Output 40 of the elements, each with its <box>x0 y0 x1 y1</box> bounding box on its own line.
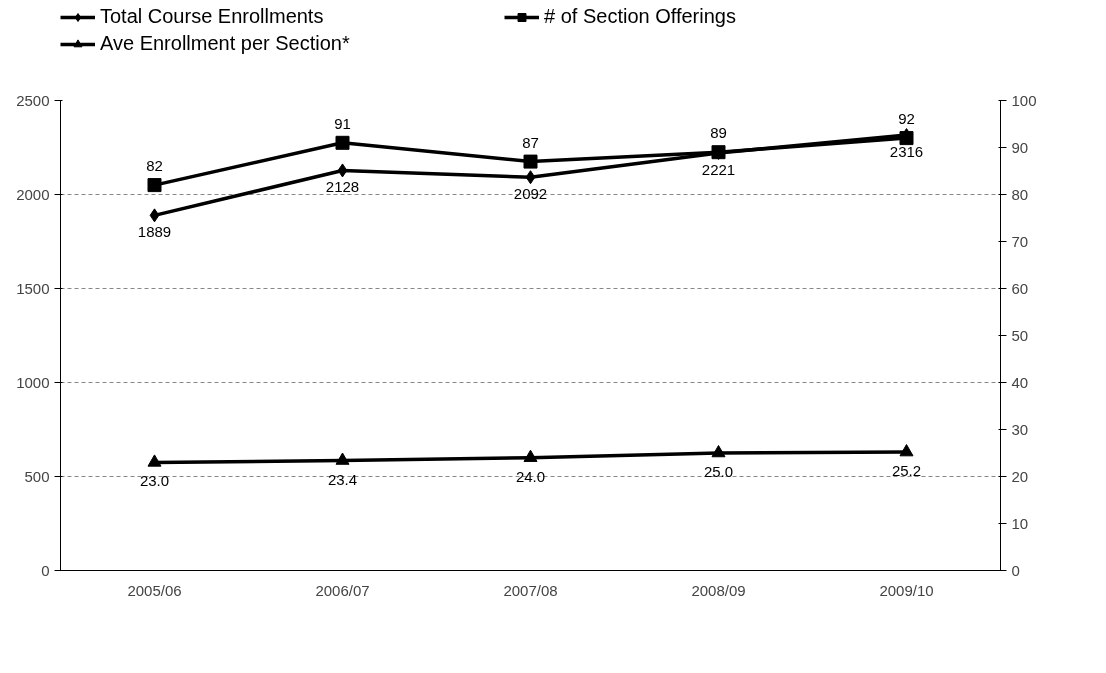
x-tick-label: 2009/10 <box>879 581 934 599</box>
y2-tick-label: 40 <box>1011 373 1029 391</box>
data-label: 25.2 <box>891 462 922 480</box>
y-tick-label: 1500 <box>16 279 50 297</box>
data-label: 2128 <box>325 178 360 196</box>
y2-tick-label: 50 <box>1011 326 1029 344</box>
legend-label: Total Course Enrollments <box>100 5 325 28</box>
y2-tick-label: 100 <box>1011 91 1037 109</box>
y-tick-label: 2500 <box>16 91 50 109</box>
y2-tick-label: 90 <box>1011 138 1029 156</box>
data-label: 23.0 <box>139 472 170 490</box>
y2-tick-label: 10 <box>1011 514 1029 532</box>
y2-tick-label: 60 <box>1011 279 1029 297</box>
data-label: 92 <box>898 110 915 128</box>
legend-label: Ave Enrollment per Section* <box>100 32 351 55</box>
x-tick-label: 2006/07 <box>315 581 370 599</box>
y2-tick-label: 80 <box>1011 185 1029 203</box>
data-label: 25.0 <box>703 463 734 480</box>
x-tick-label: 2008/09 <box>691 581 746 599</box>
y-tick-label: 500 <box>24 467 50 485</box>
y2-tick-label: 20 <box>1011 467 1029 485</box>
data-label: 89 <box>710 124 727 142</box>
data-label: 23.4 <box>327 470 358 488</box>
data-label: 2316 <box>889 143 924 161</box>
legend-label: # of Section Offerings <box>544 5 737 28</box>
y-tick-label: 2000 <box>16 185 50 203</box>
data-label: 24.0 <box>515 467 546 485</box>
data-label: 2092 <box>513 185 548 203</box>
y2-tick-label: 30 <box>1011 420 1029 438</box>
y-tick-label: 0 <box>41 561 50 579</box>
data-label: 1889 <box>137 223 172 241</box>
y2-tick-label: 70 <box>1011 232 1029 250</box>
y2-tick-label: 0 <box>1011 561 1020 579</box>
x-tick-label: 2007/08 <box>503 581 558 599</box>
x-tick-label: 2005/06 <box>127 581 182 599</box>
y-tick-label: 1000 <box>16 373 50 391</box>
data-label: 87 <box>522 133 539 151</box>
data-label: 82 <box>146 157 163 175</box>
data-label: 2221 <box>701 160 736 178</box>
data-label: 91 <box>334 114 351 132</box>
